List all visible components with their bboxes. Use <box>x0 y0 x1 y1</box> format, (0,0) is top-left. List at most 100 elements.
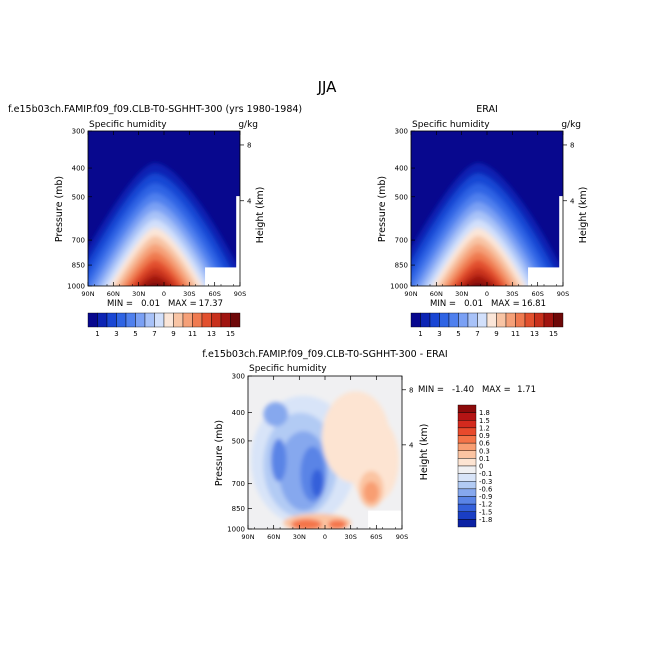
colorbar-swatch <box>457 519 477 528</box>
contour-level-15 <box>469 282 488 286</box>
colorbar-swatch <box>420 312 431 328</box>
y-tick-label: 850 <box>232 505 245 513</box>
y-axis-label: Pressure (mb) <box>214 420 225 486</box>
x-tick-label: 30S <box>344 533 356 541</box>
x-tick-label: 90N <box>404 290 417 298</box>
colorbar-swatch <box>106 312 117 328</box>
panel-left-label: Specific humidity <box>249 364 327 374</box>
y-tick-label: 700 <box>232 480 245 488</box>
colorbar-label: 15 <box>549 330 558 338</box>
anomaly-pos-surface-2 <box>328 519 347 529</box>
colorbar-swatch <box>457 465 477 474</box>
colorbar-swatch <box>457 458 477 467</box>
colorbar-swatch <box>457 503 477 512</box>
masked-region <box>205 267 240 286</box>
colorbar-label: 11 <box>188 330 197 338</box>
colorbar-swatch <box>182 312 193 328</box>
field-layers <box>88 131 240 286</box>
colorbar-label: 13 <box>207 330 216 338</box>
panel-obs: ERAI Specific humidity g/kg 90N 60N 30N 0 30… <box>377 104 589 338</box>
colorbar-label: 3 <box>114 330 118 338</box>
colorbar-swatch <box>457 450 477 459</box>
colorbar-label: -1.2 <box>479 501 492 509</box>
min-label: MIN = <box>418 385 444 395</box>
colorbar-label: 0.9 <box>479 432 490 440</box>
colorbar-label: 11 <box>511 330 520 338</box>
colorbar-swatch <box>201 312 212 328</box>
panel-left-label: Specific humidity <box>412 120 490 130</box>
axes: 90N 60N 30N 0 30S 60S 90S 300 400 500 700 850 1000 8 4 <box>227 373 414 542</box>
x-tick-label: 60N <box>267 533 280 541</box>
colorbar-swatch <box>457 435 477 444</box>
colorbar-label: 5 <box>133 330 137 338</box>
y2-axis-label: Height (km) <box>578 187 589 244</box>
colorbar-label: 3 <box>437 330 441 338</box>
x-tick-label: 60S <box>531 290 543 298</box>
x-tick-label: 60S <box>370 533 382 541</box>
colorbar-swatch <box>457 420 477 429</box>
colorbar-swatch <box>496 312 507 328</box>
colorbar-swatch <box>553 312 564 328</box>
y-axis-label: Pressure (mb) <box>377 176 388 242</box>
axes: 90N 60N 30N 0 30S 60S 90S 300 400 500 700 850 1000 8 4 <box>67 128 252 299</box>
colorbar-label: 5 <box>456 330 460 338</box>
y2-tick-label: 8 <box>409 386 413 394</box>
masked-region <box>528 267 563 286</box>
colorbar-swatch <box>467 312 478 328</box>
colorbar-label: -0.6 <box>479 485 492 493</box>
x-tick-label: 90N <box>81 290 94 298</box>
colorbar-swatch <box>116 312 127 328</box>
x-tick-label: 0 <box>323 533 327 541</box>
y-tick-label: 1000 <box>67 283 85 291</box>
x-tick-label: 0 <box>162 290 166 298</box>
colorbar-label: 7 <box>152 330 156 338</box>
y2-tick-label: 8 <box>247 141 251 149</box>
x-tick-label: 30N <box>293 533 306 541</box>
colorbar-swatch <box>144 312 155 328</box>
masked-region <box>368 510 402 529</box>
colorbar-label: 13 <box>530 330 539 338</box>
anomaly-pos-lower <box>363 481 379 503</box>
colorbar-swatch <box>457 442 477 451</box>
min-value: -1.40 <box>452 385 474 395</box>
y-tick-label: 700 <box>395 237 408 245</box>
x-tick-label: 60N <box>430 290 443 298</box>
anomaly-neg-mid-2 <box>271 438 287 482</box>
colorbar-swatch <box>457 404 477 413</box>
panel-title: f.e15b03ch.FAMIP.f09_f09.CLB-T0-SGHHT-30… <box>8 104 302 115</box>
min-value: 0.01 <box>464 299 483 309</box>
colorbar: 1.81.51.20.90.60.30.10-0.1-0.3-0.6-0.9-1… <box>457 404 492 528</box>
contour-level-15 <box>146 282 165 286</box>
colorbar-swatch <box>515 312 526 328</box>
y-tick-label: 300 <box>232 373 245 381</box>
y-tick-label: 500 <box>232 437 245 445</box>
x-tick-label: 30S <box>183 290 195 298</box>
colorbar-label: 0.3 <box>479 447 490 455</box>
x-tick-label: 30S <box>506 290 518 298</box>
colorbar-swatch <box>505 312 516 328</box>
panel-diff: f.e15b03ch.FAMIP.f09_f09.CLB-T0-SGHHT-30… <box>202 349 536 541</box>
max-label: MAX = <box>168 299 197 309</box>
colorbar-label: -0.1 <box>479 470 492 478</box>
colorbar-swatch <box>154 312 165 328</box>
y-axis-label: Pressure (mb) <box>54 176 65 242</box>
field-layers <box>248 376 402 529</box>
colorbar-label: -1.8 <box>479 516 492 524</box>
x-tick-label: 30N <box>455 290 468 298</box>
colorbar-swatch <box>173 312 184 328</box>
y2-tick-label: 4 <box>409 441 414 449</box>
colorbar-label: 0.6 <box>479 440 490 448</box>
colorbar-swatch <box>477 312 488 328</box>
colorbar-swatch <box>163 312 174 328</box>
colorbar-label: 1 <box>95 330 99 338</box>
colorbar-swatch <box>220 312 231 328</box>
y-tick-label: 850 <box>395 262 408 270</box>
y2-axis-label: Height (km) <box>255 187 266 244</box>
x-tick-label: 90S <box>396 533 408 541</box>
anomaly-neg-strong <box>311 469 324 497</box>
colorbar-swatch <box>87 312 98 328</box>
colorbar-label: -0.3 <box>479 478 492 486</box>
masked-region-edge <box>559 196 563 286</box>
colorbar-label: 7 <box>475 330 479 338</box>
colorbar-label: 1.2 <box>479 424 490 432</box>
